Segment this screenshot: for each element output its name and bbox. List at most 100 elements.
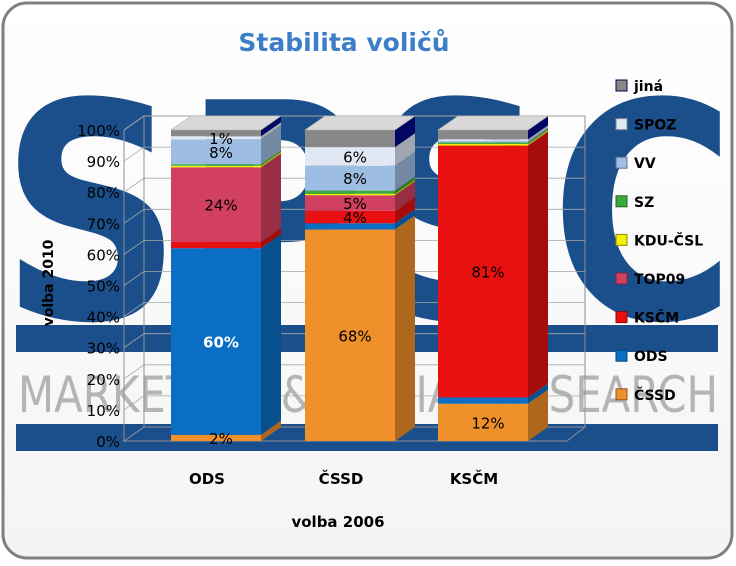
y-tick-label: 20%	[87, 371, 120, 389]
gridline	[123, 115, 585, 131]
bar-segment	[305, 190, 395, 194]
bar-segment	[171, 139, 261, 165]
data-label: 81%	[471, 264, 504, 282]
bar-segment	[171, 164, 261, 166]
bar-segment	[438, 145, 528, 398]
legend-swatch	[615, 349, 628, 362]
legend: jiná SPOZ VV SZ KDU-ČSL TOP09 KSČM ODS ČSSD	[615, 79, 703, 404]
bar-top	[170, 115, 282, 131]
legend-label: VV	[634, 156, 656, 172]
y-axis-ticks: 0% 10% 20% 30% 40% 50% 60% 70% 80% 90% 100%	[77, 122, 120, 451]
y-tick-label: 50%	[87, 278, 120, 296]
bar-stack-2	[437, 115, 549, 441]
legend-label: ODS	[634, 349, 668, 365]
bar-stack-1	[304, 115, 416, 441]
x-axis-title: volba 2006	[291, 513, 384, 531]
bar-segment-side	[528, 129, 548, 146]
bar-segment-side	[261, 420, 281, 441]
bar-segment	[305, 130, 395, 148]
bar-segment	[171, 434, 261, 441]
data-label: 8%	[209, 144, 233, 162]
y-tick-label: 70%	[87, 215, 120, 233]
y-tick-label: 40%	[87, 309, 120, 327]
bar-segment	[438, 403, 528, 441]
legend-swatch	[615, 118, 628, 131]
legend-label: SPOZ	[634, 118, 676, 134]
bar-segment-side	[261, 150, 281, 166]
bar-segment-side	[528, 125, 548, 141]
legend-label: ČSSD	[634, 386, 676, 404]
legend-swatch	[615, 272, 628, 285]
bar-segment	[171, 241, 261, 249]
bar-segment	[171, 130, 261, 137]
bar-segment-side	[395, 133, 415, 166]
bar-segment-side	[261, 125, 281, 165]
data-label: 2%	[209, 430, 233, 448]
bar-segment	[305, 193, 395, 196]
bar-segment-side	[261, 227, 281, 249]
x-tick-label: KSČM	[450, 469, 498, 488]
bar-segment-side	[395, 209, 415, 230]
legend-label: SZ	[634, 195, 654, 211]
data-labels: 2%60%24%8%1%68%4%5%8%6%12%81%	[203, 130, 505, 448]
bar-segment	[305, 195, 395, 211]
bar-segment	[305, 229, 395, 441]
data-label: 68%	[338, 327, 371, 345]
legend-swatch	[615, 79, 628, 92]
data-label: 8%	[343, 170, 367, 188]
bar-stack-0	[170, 115, 282, 441]
bar-segment	[438, 143, 528, 146]
bar-segment	[305, 210, 395, 224]
y-tick-label: 30%	[87, 340, 120, 358]
bar-segment	[305, 147, 395, 166]
legend-label: KSČM	[634, 309, 679, 327]
x-tick-label: ODS	[189, 470, 225, 488]
bar-segment-side	[261, 151, 281, 168]
y-tick-label: 60%	[87, 246, 120, 264]
legend-swatch	[615, 156, 628, 169]
x-axis-ticks: ODS ČSSD KSČM	[189, 469, 498, 488]
y-tick-label: 90%	[87, 153, 120, 171]
data-label: 12%	[471, 414, 504, 432]
bar-segment	[171, 248, 261, 435]
bar-segment-side	[261, 234, 281, 435]
bar-segment-side	[395, 151, 415, 191]
bar-segment-side	[528, 131, 548, 398]
bar-segment	[171, 165, 261, 168]
bar-segment-side	[395, 116, 415, 148]
bar-segment-side	[395, 176, 415, 194]
bar-segment	[438, 130, 528, 140]
y-tick-label: 10%	[87, 402, 120, 420]
bar-segment	[305, 165, 395, 191]
y-tick-label: 0%	[96, 433, 120, 451]
y-tick-label: 100%	[77, 122, 120, 140]
bar-segment-side	[395, 179, 415, 196]
bar-segment-side	[261, 116, 281, 137]
bars	[170, 115, 549, 441]
y-tick-label: 80%	[87, 184, 120, 202]
legend-swatch	[615, 233, 628, 246]
data-label: 4%	[343, 209, 367, 227]
legend-label: jiná	[633, 79, 663, 95]
chart-title: Stabilita voličů	[238, 28, 449, 57]
bar-segment-side	[528, 383, 548, 404]
data-label: 6%	[343, 148, 367, 166]
bar-segment	[171, 136, 261, 140]
bar-segment-side	[261, 122, 281, 140]
bar-segment-side	[395, 181, 415, 211]
data-label: 1%	[209, 130, 233, 148]
legend-label: TOP09	[634, 272, 685, 288]
bar-segment-side	[261, 153, 281, 242]
bar-segment-side	[528, 389, 548, 441]
bar-segment	[438, 140, 528, 143]
legend-swatch	[615, 388, 628, 401]
bar-segment	[171, 167, 261, 242]
bar-segment-side	[528, 116, 548, 140]
bar-segment-side	[528, 126, 548, 143]
y-axis-title: volba 2010	[41, 239, 57, 326]
bar-segment-side	[395, 196, 415, 224]
bar-segment	[438, 142, 528, 144]
legend-swatch	[615, 311, 628, 324]
